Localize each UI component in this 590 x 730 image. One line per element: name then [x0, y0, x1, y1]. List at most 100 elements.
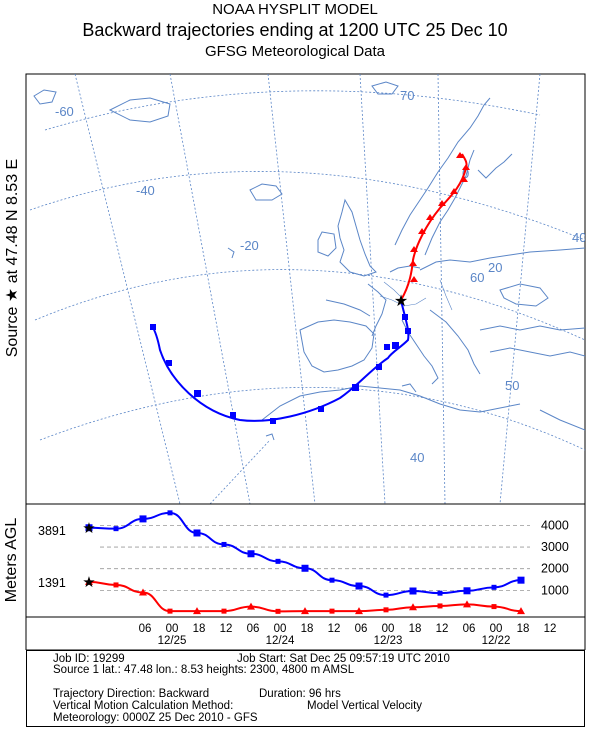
height-marker-blue: [517, 576, 525, 584]
time-tick-label: 06: [355, 623, 368, 635]
date-labels: 12/25 12/24 12/23 12/22: [158, 635, 511, 647]
map-red-marker: [418, 228, 426, 234]
map-graticule-labels: 70 60 50 40 -60 -40 -20 0 20 40: [55, 88, 586, 465]
height-y-tick-label: 2000: [541, 562, 569, 576]
height-y-tick-label: 4000: [541, 518, 569, 532]
map-blue-marker: [318, 406, 324, 412]
map-blue-marker: [402, 314, 408, 320]
height-marker-red: [193, 607, 201, 615]
time-tick-label: 12: [328, 623, 341, 635]
date-label: 12/25: [158, 635, 187, 647]
map-blue-marker: [352, 384, 359, 391]
lon-label-40: 40: [572, 230, 586, 245]
height-marker-blue: [167, 510, 173, 516]
height-marker-blue: [383, 592, 389, 598]
map-red-marker: [410, 276, 418, 282]
height-marker-blue: [491, 584, 497, 590]
map-red-marker: [410, 246, 418, 252]
height-marker-red: [409, 603, 417, 611]
map-trajectory-blue-markers: [150, 314, 411, 424]
start-height-lower: 1391: [38, 576, 66, 590]
map-red-marker: [438, 200, 446, 206]
height-marker-blue: [355, 582, 363, 590]
time-tick-label: 12: [220, 623, 233, 635]
job-start: Job Start: Sat Dec 25 09:57:19 UTC 2010: [237, 653, 450, 665]
duration: Duration: 96 hrs: [259, 688, 341, 700]
height-traces: ★★: [82, 510, 525, 615]
job-id: Job ID: 19299: [53, 653, 125, 665]
height-marker-blue: [221, 541, 227, 547]
height-marker-red: [355, 607, 363, 615]
lat-label-40: 40: [410, 450, 424, 465]
height-marker-blue: [301, 564, 309, 572]
height-marker-red: [463, 600, 471, 608]
time-tick-label: 06: [463, 623, 476, 635]
start-height-upper: 3891: [38, 524, 66, 538]
height-marker-red: [437, 603, 443, 609]
meteorology-title: GFSG Meteorological Data: [204, 43, 386, 60]
height-marker-red: [139, 588, 147, 596]
trajectory-title: Backward trajectories ending at 1200 UTC…: [82, 20, 508, 40]
map-red-marker: [462, 164, 470, 170]
map-trajectory-red-markers: [409, 152, 470, 282]
height-panel: 4000 3000 2000 1000 3891 1391 ★★: [25, 503, 586, 618]
time-tick-label: 00: [490, 623, 503, 635]
height-marker-blue: [247, 550, 255, 558]
height-y-tick-label: 3000: [541, 540, 569, 554]
lon-label-m20: -20: [240, 238, 259, 253]
height-marker-red: [247, 602, 255, 610]
meteorology: Meteorology: 0000Z 25 Dec 2010 - GFS: [53, 712, 258, 724]
height-marker-blue: [113, 526, 119, 532]
height-y-tick-label: 1000: [541, 583, 569, 597]
map-blue-marker: [376, 364, 382, 370]
lon-label-0: 0: [462, 166, 469, 181]
time-tick-label: 06: [139, 623, 152, 635]
vertical-motion-value: Model Vertical Velocity: [307, 700, 423, 712]
map-source-star-icon: ★: [394, 293, 408, 310]
time-tick-label: 12: [544, 623, 557, 635]
run-info-panel: Job ID: 19299 Job Start: Sat Dec 25 09:5…: [26, 650, 585, 727]
lat-label-70: 70: [400, 88, 414, 103]
map-graticule: [29, 74, 585, 504]
height-marker-blue: [463, 587, 471, 595]
hysplit-figure: 70 60 50 40 -60 -40 -20 0 20 40: [25, 73, 586, 650]
map-red-marker: [460, 176, 468, 182]
height-source-star-icon: ★: [82, 574, 95, 591]
date-label: 12/23: [374, 635, 403, 647]
time-tick-label: 18: [193, 623, 206, 635]
time-tick-label: 00: [382, 623, 395, 635]
height-marker-blue: [437, 590, 443, 596]
lat-label-60: 60: [470, 270, 484, 285]
height-marker-red: [383, 607, 389, 613]
time-tick-label: 06: [247, 623, 260, 635]
model-title: NOAA HYSPLIT MODEL: [212, 1, 378, 18]
time-tick-label: 00: [166, 623, 179, 635]
map-blue-marker: [384, 344, 390, 350]
trajectory-direction: Trajectory Direction: Backward: [53, 688, 210, 700]
time-tick-label: 18: [517, 623, 530, 635]
map-blue-marker: [405, 328, 411, 334]
map-blue-marker: [150, 324, 156, 330]
height-marker-blue: [329, 577, 335, 583]
lon-label-m40: -40: [136, 183, 155, 198]
height-marker-red: [517, 607, 525, 615]
height-marker-red: [491, 604, 497, 610]
height-marker-red: [329, 608, 335, 614]
map-blue-marker: [392, 342, 399, 349]
source-info: Source 1 lat.: 47.48 lon.: 8.53 heights:…: [53, 664, 355, 676]
lat-label-50: 50: [505, 378, 519, 393]
map-red-marker: [450, 188, 458, 194]
height-marker-blue: [193, 529, 201, 537]
map-red-marker: [409, 260, 417, 266]
height-marker-blue: [275, 558, 281, 564]
map-red-marker: [426, 214, 434, 220]
date-label: 12/24: [266, 635, 295, 647]
time-tick-label: 12: [436, 623, 449, 635]
vertical-motion-label: Vertical Motion Calculation Method:: [53, 700, 234, 712]
map-blue-marker: [230, 412, 236, 418]
height-marker-blue: [85, 524, 93, 532]
time-tick-label: 00: [274, 623, 287, 635]
height-marker-red: [167, 608, 173, 614]
time-tick-labels: 06 00 18 12 06 00 18 12 06 00 18 12 06 00 18 12: [139, 623, 557, 635]
map-panel: 70 60 50 40 -60 -40 -20 0 20 40: [25, 73, 586, 505]
